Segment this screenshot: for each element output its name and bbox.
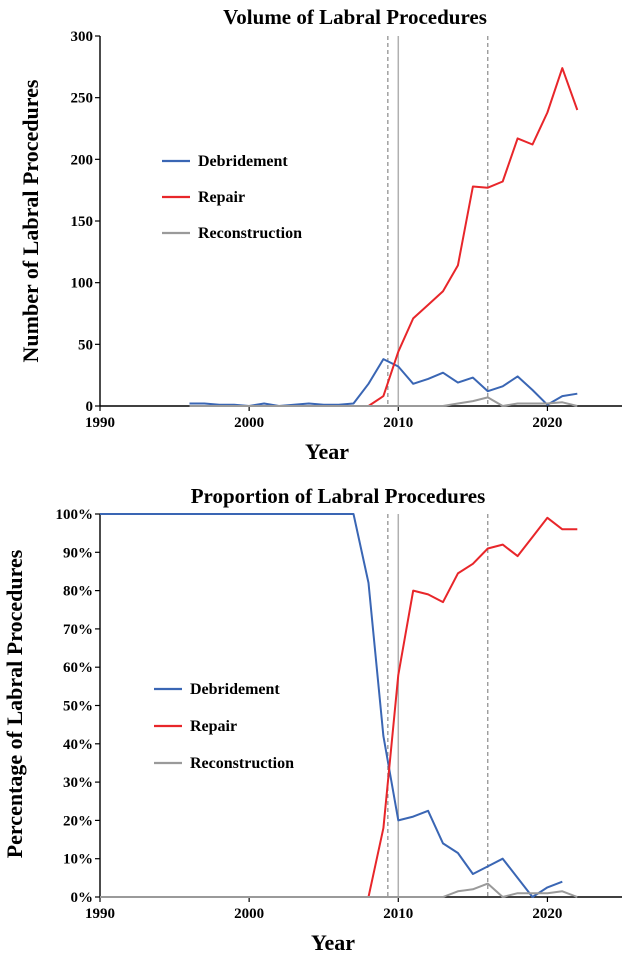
volume-series-repair: [367, 67, 579, 407]
volume-y-tick-label: 300: [71, 29, 94, 45]
volume-axes: 0 50 100 150 200 250 300 1990 2000 2010 2020: [71, 29, 622, 431]
volume-legend-label-debridement: Debridement: [198, 153, 288, 170]
proportion-x-tick-label: 2000: [234, 906, 264, 922]
proportion-reference-lines: [387, 514, 489, 897]
volume-x-tick-label: 2020: [532, 415, 562, 431]
proportion-x-tick-label: 1990: [85, 906, 115, 922]
proportion-x-axis-label: Year: [311, 930, 355, 955]
proportion-legend-label-reconstruction: Reconstruction: [190, 755, 294, 772]
proportion-chart: Proportion of Labral Procedures Percenta…: [2, 484, 622, 955]
proportion-legend-label-repair: Repair: [190, 718, 237, 735]
volume-legend: Debridement Repair Reconstruction: [162, 153, 302, 242]
proportion-series-reconstruction: [100, 882, 578, 898]
proportion-y-tick-label: 10%: [63, 852, 93, 868]
proportion-series: [100, 513, 578, 898]
volume-y-tick-label: 150: [71, 214, 94, 230]
volume-x-tick-label: 2000: [234, 415, 264, 431]
proportion-y-tick-label: 30%: [63, 775, 93, 791]
proportion-chart-title: Proportion of Labral Procedures: [191, 484, 486, 508]
volume-series-debridement: [189, 358, 578, 407]
volume-y-axis-label: Number of Labral Procedures: [18, 79, 43, 362]
volume-chart: Volume of Labral Procedures Number of La…: [18, 5, 622, 464]
volume-x-tick-label: 2010: [383, 415, 413, 431]
proportion-y-tick-label: 40%: [63, 737, 93, 753]
proportion-legend: Debridement Repair Reconstruction: [154, 681, 294, 772]
volume-series: [189, 67, 579, 407]
proportion-y-tick-label: 20%: [63, 813, 93, 829]
proportion-y-tick-label: 100%: [56, 507, 94, 523]
volume-y-tick-label: 0: [86, 399, 94, 415]
proportion-x-tick-label: 2020: [532, 906, 562, 922]
proportion-y-tick-label: 0%: [71, 890, 94, 906]
proportion-x-tick-label: 2010: [383, 906, 413, 922]
proportion-y-tick-label: 60%: [63, 660, 93, 676]
volume-reference-lines: [387, 36, 489, 406]
volume-y-tick-label: 200: [71, 152, 94, 168]
volume-chart-title: Volume of Labral Procedures: [223, 5, 487, 29]
proportion-legend-label-debridement: Debridement: [190, 681, 280, 698]
proportion-axes: 0% 10% 20% 30% 40% 50% 60% 70% 80% 90% 100% 1990 200…: [56, 507, 622, 922]
volume-x-axis-label: Year: [305, 439, 349, 464]
proportion-y-axis-label: Percentage of Labral Procedures: [2, 549, 27, 858]
volume-y-tick-label: 250: [71, 91, 94, 107]
proportion-y-tick-label: 90%: [63, 545, 93, 561]
volume-x-tick-label: 1990: [85, 415, 115, 431]
volume-series-reconstruction: [189, 396, 578, 407]
proportion-y-tick-label: 70%: [63, 622, 93, 638]
volume-y-tick-label: 50: [78, 337, 93, 353]
volume-legend-label-repair: Repair: [198, 189, 245, 206]
proportion-y-tick-label: 80%: [63, 584, 93, 600]
proportion-y-tick-label: 50%: [63, 699, 93, 715]
proportion-series-debridement: [100, 513, 563, 898]
volume-legend-label-reconstruction: Reconstruction: [198, 225, 302, 242]
volume-y-tick-label: 100: [71, 276, 94, 292]
proportion-series-repair: [100, 516, 578, 898]
